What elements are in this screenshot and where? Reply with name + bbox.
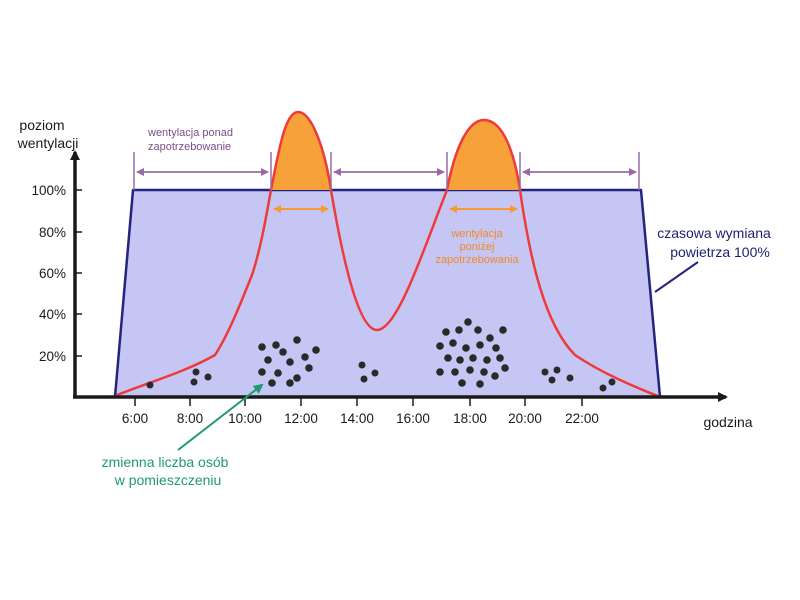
- x-tick-6: 6:00: [122, 411, 148, 426]
- y-tick-80: 80%: [39, 225, 66, 240]
- x-tick-12: 12:00: [284, 411, 318, 426]
- fixed-label-line1: czasowa wymiana: [657, 225, 771, 241]
- x-tick-16: 16:00: [396, 411, 430, 426]
- excess-peak-noon: [271, 112, 331, 190]
- y-ticks: 100% 80% 60% 40% 20%: [31, 183, 82, 364]
- excess-peak-evening: [447, 120, 520, 190]
- demand-curve: [115, 110, 662, 399]
- x-ticks: 6:00 8:00 10:00 12:00 14:00 16:00 18:00 …: [122, 397, 599, 426]
- y-tick-40: 40%: [39, 307, 66, 322]
- under-demand-label-line2: poniżej: [460, 241, 495, 253]
- y-axis-title-line1: poziom: [19, 117, 64, 133]
- fixed-label-line2: powietrza 100%: [670, 244, 770, 260]
- y-tick-60: 60%: [39, 266, 66, 281]
- occupant-dots: [146, 318, 616, 392]
- y-axis-title-line2: wentylacji: [17, 135, 79, 151]
- y-tick-20: 20%: [39, 349, 66, 364]
- over-demand-label-line1: wentylacja ponad: [147, 127, 233, 139]
- people-label-line2: w pomieszczeniu: [114, 472, 222, 488]
- over-demand-label-line2: zapotrzebowanie: [148, 141, 231, 153]
- x-tick-22: 22:00: [565, 411, 599, 426]
- x-tick-20: 20:00: [508, 411, 542, 426]
- y-tick-100: 100%: [31, 183, 66, 198]
- x-tick-18: 18:00: [453, 411, 487, 426]
- under-demand-label-line1: wentylacja: [450, 228, 503, 240]
- x-tick-14: 14:00: [340, 411, 374, 426]
- people-annotation-arrow: [177, 383, 264, 451]
- under-demand-label-line3: zapotrzebowania: [435, 254, 519, 266]
- people-label-line1: zmienna liczba osób: [102, 454, 229, 470]
- fixed-ventilation-area: [113, 188, 662, 399]
- x-tick-8: 8:00: [177, 411, 203, 426]
- over-ventilation-arrows: [133, 152, 640, 190]
- x-tick-10: 10:00: [228, 411, 262, 426]
- x-axis-title: godzina: [703, 414, 752, 430]
- fixed-annotation-pointer: [654, 261, 699, 293]
